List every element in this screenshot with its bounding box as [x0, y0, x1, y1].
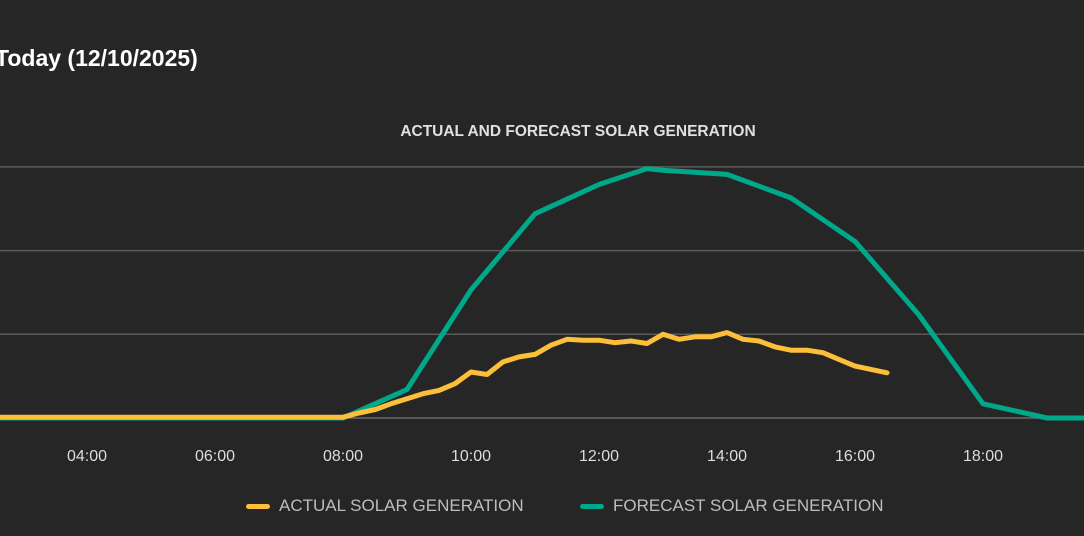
chart-title: ACTUAL AND FORECAST SOLAR GENERATION [400, 123, 755, 140]
x-tick-label: 04:00 [67, 448, 107, 465]
x-tick-label: 18:00 [963, 448, 1003, 465]
legend-item-forecast[interactable]: FORECAST SOLAR GENERATION [580, 496, 883, 516]
x-tick-label: 12:00 [579, 448, 619, 465]
legend-swatch-forecast [580, 503, 604, 509]
x-tick-label: 10:00 [451, 448, 491, 465]
page-title: Today (12/10/2025) [0, 45, 198, 71]
x-tick-label: 08:00 [323, 448, 363, 465]
legend-item-actual[interactable]: ACTUAL SOLAR GENERATION [246, 496, 524, 516]
legend: ACTUAL SOLAR GENERATION FORECAST SOLAR G… [0, 496, 1084, 520]
x-tick-label: 14:00 [707, 448, 747, 465]
series-line-forecast [0, 166, 1084, 421]
legend-swatch-actual [246, 503, 270, 509]
x-tick-label: 16:00 [835, 448, 875, 465]
series-line-actual [0, 330, 890, 420]
legend-label-forecast: FORECAST SOLAR GENERATION [613, 496, 884, 515]
legend-label-actual: ACTUAL SOLAR GENERATION [279, 496, 524, 515]
x-tick-label: 06:00 [195, 448, 235, 465]
